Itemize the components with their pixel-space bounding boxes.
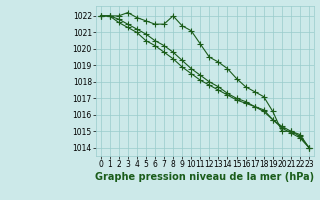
X-axis label: Graphe pression niveau de la mer (hPa): Graphe pression niveau de la mer (hPa) xyxy=(95,172,314,182)
